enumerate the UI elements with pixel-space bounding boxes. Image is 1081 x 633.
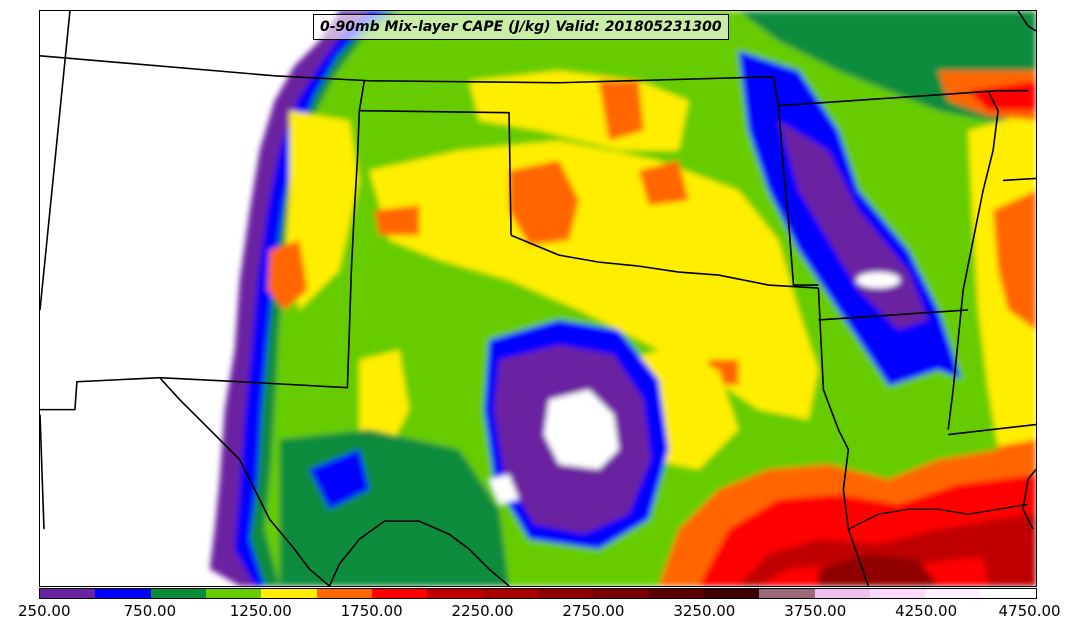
colorbar-tick-label: 2750.00 (562, 602, 625, 620)
colorbar-swatch (316, 589, 372, 598)
colorbar-tick-label: 3250.00 (673, 602, 736, 620)
colorbar-swatch (95, 589, 151, 598)
colorbar-swatch (150, 589, 206, 598)
colorbar-swatch (759, 589, 815, 598)
colorbar (39, 588, 1037, 599)
colorbar-swatch (869, 589, 926, 598)
map-title: 0-90mb Mix-layer CAPE (J/kg) Valid: 2018… (313, 14, 729, 40)
cape-map (40, 11, 1036, 586)
colorbar-swatch (537, 589, 594, 598)
colorbar-tick-label: 1250.00 (229, 602, 292, 620)
colorbar-tick-label: 1750.00 (340, 602, 403, 620)
colorbar-swatch (482, 589, 538, 598)
colorbar-tick-label: 4250.00 (895, 602, 958, 620)
colorbar-tick-label: 750.00 (123, 602, 177, 620)
state-boundaries (40, 11, 1036, 586)
colorbar-swatch (40, 589, 96, 598)
colorbar-swatch (371, 589, 428, 598)
colorbar-swatch (427, 589, 483, 598)
colorbar-swatch (205, 589, 262, 598)
colorbar-swatch (648, 589, 704, 598)
colorbar-swatch (593, 589, 649, 598)
colorbar-swatch (703, 589, 760, 598)
map-panel (39, 10, 1037, 587)
colorbar-tick-label: 4750.00 (998, 602, 1061, 620)
colorbar-swatch (814, 589, 870, 598)
colorbar-tick-label: 3750.00 (784, 602, 847, 620)
colorbar-swatch (261, 589, 317, 598)
coastline (848, 503, 1029, 530)
colorbar-swatch (925, 589, 981, 598)
cape-field (209, 11, 1036, 586)
colorbar-tick-label: 250.00 (18, 602, 71, 620)
colorbar-swatch (980, 589, 1036, 598)
colorbar-tick-label: 2250.00 (451, 602, 514, 620)
